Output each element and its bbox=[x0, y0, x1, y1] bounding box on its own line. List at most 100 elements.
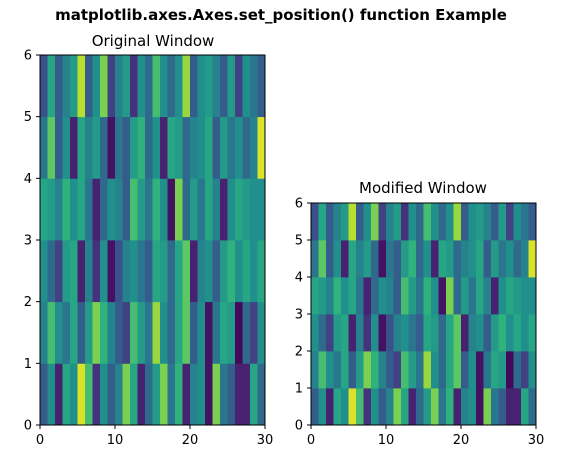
heatmap-cell-original-r5-c18 bbox=[175, 55, 183, 118]
heatmap-cell-modified-r4-c29 bbox=[528, 240, 537, 278]
heatmap-cell-modified-r4-c24 bbox=[491, 240, 499, 278]
heatmap-cell-modified-r0-c22 bbox=[476, 388, 484, 426]
heatmap-cell-original-r5-c10 bbox=[115, 55, 123, 118]
heatmap-cell-modified-r0-c27 bbox=[513, 388, 522, 426]
heatmap-cell-modified-r3-c23 bbox=[483, 277, 492, 315]
heatmap-cell-modified-r2-c4 bbox=[341, 314, 349, 352]
heatmap-cell-modified-r0-c7 bbox=[363, 388, 372, 426]
heatmap-cell-original-r0-c6 bbox=[85, 363, 93, 426]
heatmap-cell-modified-r3-c8 bbox=[371, 277, 379, 315]
heatmap-cell-modified-r1-c25 bbox=[498, 351, 507, 389]
heatmap-cell-original-r4-c6 bbox=[85, 116, 93, 179]
heatmap-cell-original-r5-c5 bbox=[77, 55, 86, 118]
heatmap-cell-original-r1-c10 bbox=[115, 301, 123, 364]
heatmap-cell-original-r5-c21 bbox=[197, 55, 206, 118]
heatmap-cell-original-r5-c4 bbox=[70, 55, 78, 118]
heatmap-cell-original-r3-c12 bbox=[130, 178, 138, 241]
heatmap-cell-modified-r3-c24 bbox=[491, 277, 499, 315]
heatmap-cell-modified-r0-c16 bbox=[431, 388, 439, 426]
heatmap-cell-modified-r2-c5 bbox=[348, 314, 357, 352]
heatmap-cell-modified-r2-c14 bbox=[416, 314, 424, 352]
heatmap-cell-original-r1-c27 bbox=[242, 301, 251, 364]
x-tick-label-original-3: 30 bbox=[257, 433, 274, 448]
heatmap-cell-modified-r2-c16 bbox=[431, 314, 439, 352]
heatmap-cell-modified-r4-c22 bbox=[476, 240, 484, 278]
heatmap-cell-modified-r2-c19 bbox=[453, 314, 462, 352]
heatmap-cell-original-r4-c20 bbox=[190, 116, 198, 179]
heatmap-cell-original-r3-c4 bbox=[70, 178, 78, 241]
heatmap-cell-modified-r2-c9 bbox=[378, 314, 387, 352]
heatmap-cell-modified-r0-c13 bbox=[408, 388, 417, 426]
heatmap-cell-modified-r5-c29 bbox=[528, 203, 537, 241]
y-tick-label-original-1: 1 bbox=[24, 357, 32, 372]
heatmap-cell-modified-r2-c11 bbox=[393, 314, 402, 352]
heatmap-cell-original-r2-c11 bbox=[122, 240, 131, 303]
heatmap-cell-original-r5-c14 bbox=[145, 55, 153, 118]
heatmap-cell-original-r5-c13 bbox=[137, 55, 146, 118]
x-tick-label-modified-3: 30 bbox=[528, 433, 545, 448]
heatmap-cell-original-r4-c8 bbox=[100, 116, 108, 179]
heatmap-cell-original-r1-c20 bbox=[190, 301, 198, 364]
x-tick-label-modified-2: 20 bbox=[453, 433, 470, 448]
heatmap-cell-original-r4-c21 bbox=[197, 116, 206, 179]
heatmap-cell-modified-r5-c7 bbox=[363, 203, 372, 241]
heatmap-cell-modified-r0-c29 bbox=[528, 388, 537, 426]
heatmap-cell-modified-r5-c2 bbox=[326, 203, 334, 241]
heatmap-cell-modified-r3-c29 bbox=[528, 277, 537, 315]
heatmap-cell-modified-r4-c14 bbox=[416, 240, 424, 278]
heatmap-cell-original-r3-c15 bbox=[152, 178, 161, 241]
heatmap-cell-modified-r1-c27 bbox=[513, 351, 522, 389]
heatmap-cell-original-r2-c13 bbox=[137, 240, 146, 303]
heatmap-cell-modified-r1-c23 bbox=[483, 351, 492, 389]
heatmap-cell-modified-r2-c22 bbox=[476, 314, 484, 352]
heatmap-cell-modified-r0-c2 bbox=[326, 388, 334, 426]
heatmap-cell-original-r0-c29 bbox=[257, 363, 266, 426]
heatmap-cell-original-r2-c28 bbox=[250, 240, 258, 303]
x-tick-label-original-1: 10 bbox=[107, 433, 124, 448]
heatmap-cell-modified-r1-c10 bbox=[386, 351, 394, 389]
axes-original-window: Original Window 0 10 20 30 0 1 2 3 4 5 6 bbox=[24, 32, 274, 448]
heatmap-cell-modified-r4-c15 bbox=[423, 240, 432, 278]
heatmap-cell-modified-r0-c3 bbox=[333, 388, 342, 426]
y-tick-label-original-3: 3 bbox=[24, 234, 32, 249]
heatmap-cell-modified-r3-c15 bbox=[423, 277, 432, 315]
heatmap-cell-modified-r0-c18 bbox=[446, 388, 454, 426]
heatmap-cell-original-r0-c1 bbox=[47, 363, 56, 426]
heatmap-cell-modified-r0-c23 bbox=[483, 388, 492, 426]
heatmap-cell-modified-r5-c5 bbox=[348, 203, 357, 241]
heatmap-cell-modified-r3-c11 bbox=[393, 277, 402, 315]
heatmap-cell-original-r3-c1 bbox=[47, 178, 56, 241]
heatmap-cell-original-r3-c6 bbox=[85, 178, 93, 241]
heatmap-cell-modified-r5-c17 bbox=[438, 203, 447, 241]
heatmap-cell-original-r4-c27 bbox=[242, 116, 251, 179]
heatmap-cell-modified-r5-c8 bbox=[371, 203, 379, 241]
heatmap-cell-modified-r1-c22 bbox=[476, 351, 484, 389]
heatmap-cell-original-r0-c22 bbox=[205, 363, 213, 426]
heatmap-cell-modified-r4-c0 bbox=[311, 240, 319, 278]
heatmap-cell-modified-r3-c28 bbox=[521, 277, 529, 315]
heatmap-cell-original-r0-c5 bbox=[77, 363, 86, 426]
heatmap-cell-modified-r0-c12 bbox=[401, 388, 409, 426]
heatmap-cell-original-r1-c28 bbox=[250, 301, 258, 364]
heatmap-cell-original-r1-c16 bbox=[160, 301, 168, 364]
heatmap-cell-original-r2-c22 bbox=[205, 240, 213, 303]
heatmap-cell-original-r1-c24 bbox=[220, 301, 228, 364]
heatmap-cell-original-r0-c24 bbox=[220, 363, 228, 426]
heatmap-cell-modified-r1-c13 bbox=[408, 351, 417, 389]
heatmap-cell-original-r4-c26 bbox=[235, 116, 243, 179]
heatmap-cell-modified-r5-c21 bbox=[468, 203, 477, 241]
x-axis-modified: 0 10 20 30 bbox=[307, 425, 544, 448]
y-axis-original: 0 1 2 3 4 5 6 bbox=[24, 49, 40, 434]
heatmap-cell-modified-r3-c26 bbox=[506, 277, 514, 315]
heatmap-cell-modified-r2-c10 bbox=[386, 314, 394, 352]
heatmap-cell-original-r3-c9 bbox=[107, 178, 116, 241]
heatmap-cell-modified-r2-c0 bbox=[311, 314, 319, 352]
heatmap-cell-modified-r4-c23 bbox=[483, 240, 492, 278]
heatmap-cell-modified-r3-c12 bbox=[401, 277, 409, 315]
heatmap-cell-original-r5-c16 bbox=[160, 55, 168, 118]
heatmap-cell-modified-r1-c21 bbox=[468, 351, 477, 389]
heatmap-cell-modified-r3-c18 bbox=[446, 277, 454, 315]
y-tick-label-original-0: 0 bbox=[24, 419, 32, 434]
heatmap-cell-modified-r4-c18 bbox=[446, 240, 454, 278]
heatmap-cell-modified-r4-c6 bbox=[356, 240, 364, 278]
